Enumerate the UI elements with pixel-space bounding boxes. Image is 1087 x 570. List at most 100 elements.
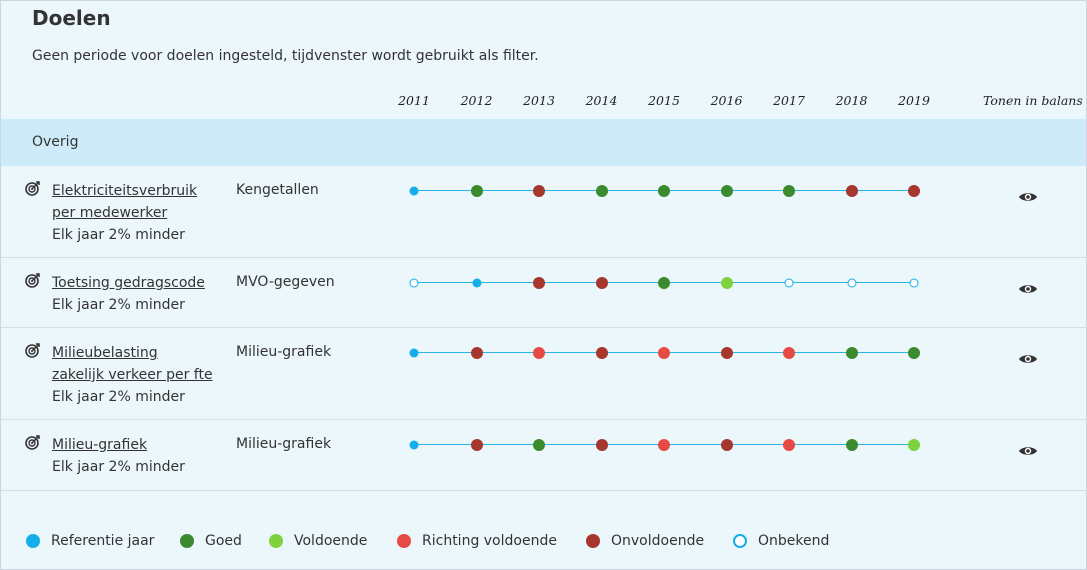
goal-category: MVO-gegeven — [236, 274, 335, 290]
goal-name-line: zakelijk verkeer per fte — [52, 367, 213, 383]
page-title: Doelen — [32, 6, 111, 30]
legend-item-referentie: Referentie jaar — [26, 529, 154, 553]
status-legend: Referentie jaar Goed Voldoende Richting vol… — [1, 529, 1087, 553]
goal-category: Milieu-grafiek — [236, 344, 332, 360]
status-dot-onvoldoende[interactable] — [908, 185, 920, 197]
status-dot-onbekend[interactable] — [847, 278, 856, 288]
status-dot-goed[interactable] — [783, 185, 795, 197]
status-dot-goed[interactable] — [720, 185, 733, 197]
goal-name-line: per medewerker — [52, 205, 168, 221]
eye-icon[interactable] — [1018, 442, 1038, 455]
status-timeline — [1, 184, 1087, 198]
status-dot-onbekend[interactable] — [409, 278, 419, 288]
legend-label: Referentie jaar — [51, 533, 155, 549]
status-dot-richting[interactable] — [533, 347, 545, 359]
goal-row: Milieu-grafiek Elk jaar 2% minder Milieu-g… — [1, 420, 1086, 491]
legend-item-onbekend: Onbekend — [733, 529, 829, 553]
group-label: Overig — [32, 134, 79, 150]
year-label-2018: 2018 — [835, 93, 868, 108]
status-dot-referentie[interactable] — [472, 278, 481, 288]
goal-name-link[interactable]: Toetsing gedragscode — [52, 272, 222, 294]
period-notice: Geen periode voor doelen ingesteld, tijd… — [32, 48, 539, 64]
goal-name-line: Elektriciteitsverbruik — [52, 183, 198, 199]
year-header-row: 2011 2012 2013 2014 2015 2016 2017 2018 2019 — [1, 93, 1087, 111]
status-dot-goed[interactable] — [470, 185, 483, 197]
legend-swatch — [180, 534, 194, 548]
legend-swatch — [586, 534, 600, 548]
goal-row: Toetsing gedragscode Elk jaar 2% minder MV… — [1, 258, 1086, 328]
target-icon — [25, 180, 41, 196]
legend-item-onvoldoende: Onvoldoende — [586, 529, 704, 553]
group-header-overig[interactable]: Overig — [1, 119, 1086, 166]
goal-name-link[interactable]: Milieu-grafiek — [52, 434, 222, 456]
goal-description: Elk jaar 2% minder — [52, 459, 185, 475]
status-dot-goed[interactable] — [595, 185, 608, 197]
status-dot-goed[interactable] — [658, 277, 670, 289]
status-dot-onvoldoende[interactable] — [595, 277, 608, 289]
year-label-2013: 2013 — [523, 93, 555, 108]
status-dot-referentie[interactable] — [409, 348, 419, 358]
goal-row: Milieubelasting zakelijk verkeer per fte E… — [1, 328, 1086, 420]
status-dot-richting[interactable] — [783, 439, 795, 451]
eye-icon[interactable] — [1018, 350, 1038, 363]
status-dot-onvoldoende[interactable] — [845, 185, 858, 197]
status-dot-onbekend[interactable] — [909, 278, 919, 288]
status-dot-onvoldoende[interactable] — [595, 439, 608, 451]
status-dot-onvoldoende[interactable] — [595, 347, 608, 359]
status-dot-onvoldoende[interactable] — [720, 439, 733, 451]
year-label-2015: 2015 — [648, 93, 680, 108]
status-dot-goed[interactable] — [845, 439, 858, 451]
status-dot-onvoldoende[interactable] — [533, 185, 545, 197]
status-dot-richting[interactable] — [658, 439, 670, 451]
goal-category: Kengetallen — [236, 182, 319, 198]
legend-item-voldoende: Voldoende — [269, 529, 367, 553]
legend-swatch — [26, 534, 40, 548]
legend-label: Goed — [205, 533, 242, 549]
status-timeline — [1, 438, 1087, 452]
legend-label: Voldoende — [294, 533, 368, 549]
legend-swatch — [269, 534, 283, 548]
year-label-2019: 2019 — [898, 93, 930, 108]
goal-name-line: Milieu-grafiek — [52, 437, 148, 453]
status-dot-referentie[interactable] — [409, 186, 419, 196]
status-dot-goed[interactable] — [908, 347, 920, 359]
status-dot-goed[interactable] — [845, 347, 858, 359]
target-icon — [25, 434, 41, 450]
legend-label: Onvoldoende — [611, 533, 705, 549]
status-dot-onvoldoende[interactable] — [470, 347, 483, 359]
status-dot-voldoende[interactable] — [908, 439, 920, 451]
status-dot-voldoende[interactable] — [720, 277, 733, 289]
status-dot-onbekend[interactable] — [784, 278, 794, 288]
goal-description: Elk jaar 2% minder — [52, 227, 185, 243]
status-timeline — [1, 276, 1087, 290]
goal-description: Elk jaar 2% minder — [52, 389, 185, 405]
eye-icon[interactable] — [1018, 280, 1038, 293]
goal-category: Milieu-grafiek — [236, 436, 332, 452]
status-dot-goed[interactable] — [533, 439, 545, 451]
goal-name-link[interactable]: Milieubelasting zakelijk verkeer per fte — [52, 342, 222, 386]
status-dot-richting[interactable] — [783, 347, 795, 359]
legend-label: Onbekend — [758, 533, 830, 549]
status-dot-onvoldoende[interactable] — [470, 439, 483, 451]
goal-name-link[interactable]: Elektriciteitsverbruik per medewerker — [52, 180, 222, 224]
target-icon — [25, 342, 41, 358]
status-dot-referentie[interactable] — [409, 440, 419, 450]
tonen-in-balans-header: Tonen in balans — [983, 93, 1083, 108]
status-dot-onvoldoende[interactable] — [533, 277, 545, 289]
goal-name-line: Toetsing gedragscode — [52, 275, 205, 291]
status-timeline — [1, 346, 1087, 360]
goal-row: Elektriciteitsverbruik per medewerker Elk … — [1, 166, 1086, 258]
status-dot-richting[interactable] — [658, 347, 670, 359]
status-dot-goed[interactable] — [658, 185, 670, 197]
year-label-2016: 2016 — [710, 93, 743, 108]
goal-name-line: Milieubelasting — [52, 345, 158, 361]
legend-item-goed: Goed — [180, 529, 242, 553]
eye-icon[interactable] — [1018, 188, 1038, 201]
year-label-2011: 2011 — [398, 93, 430, 108]
target-icon — [25, 272, 41, 288]
year-label-2017: 2017 — [773, 93, 805, 108]
legend-swatch — [733, 534, 747, 548]
status-dot-onvoldoende[interactable] — [720, 347, 733, 359]
year-label-2012: 2012 — [460, 93, 493, 108]
